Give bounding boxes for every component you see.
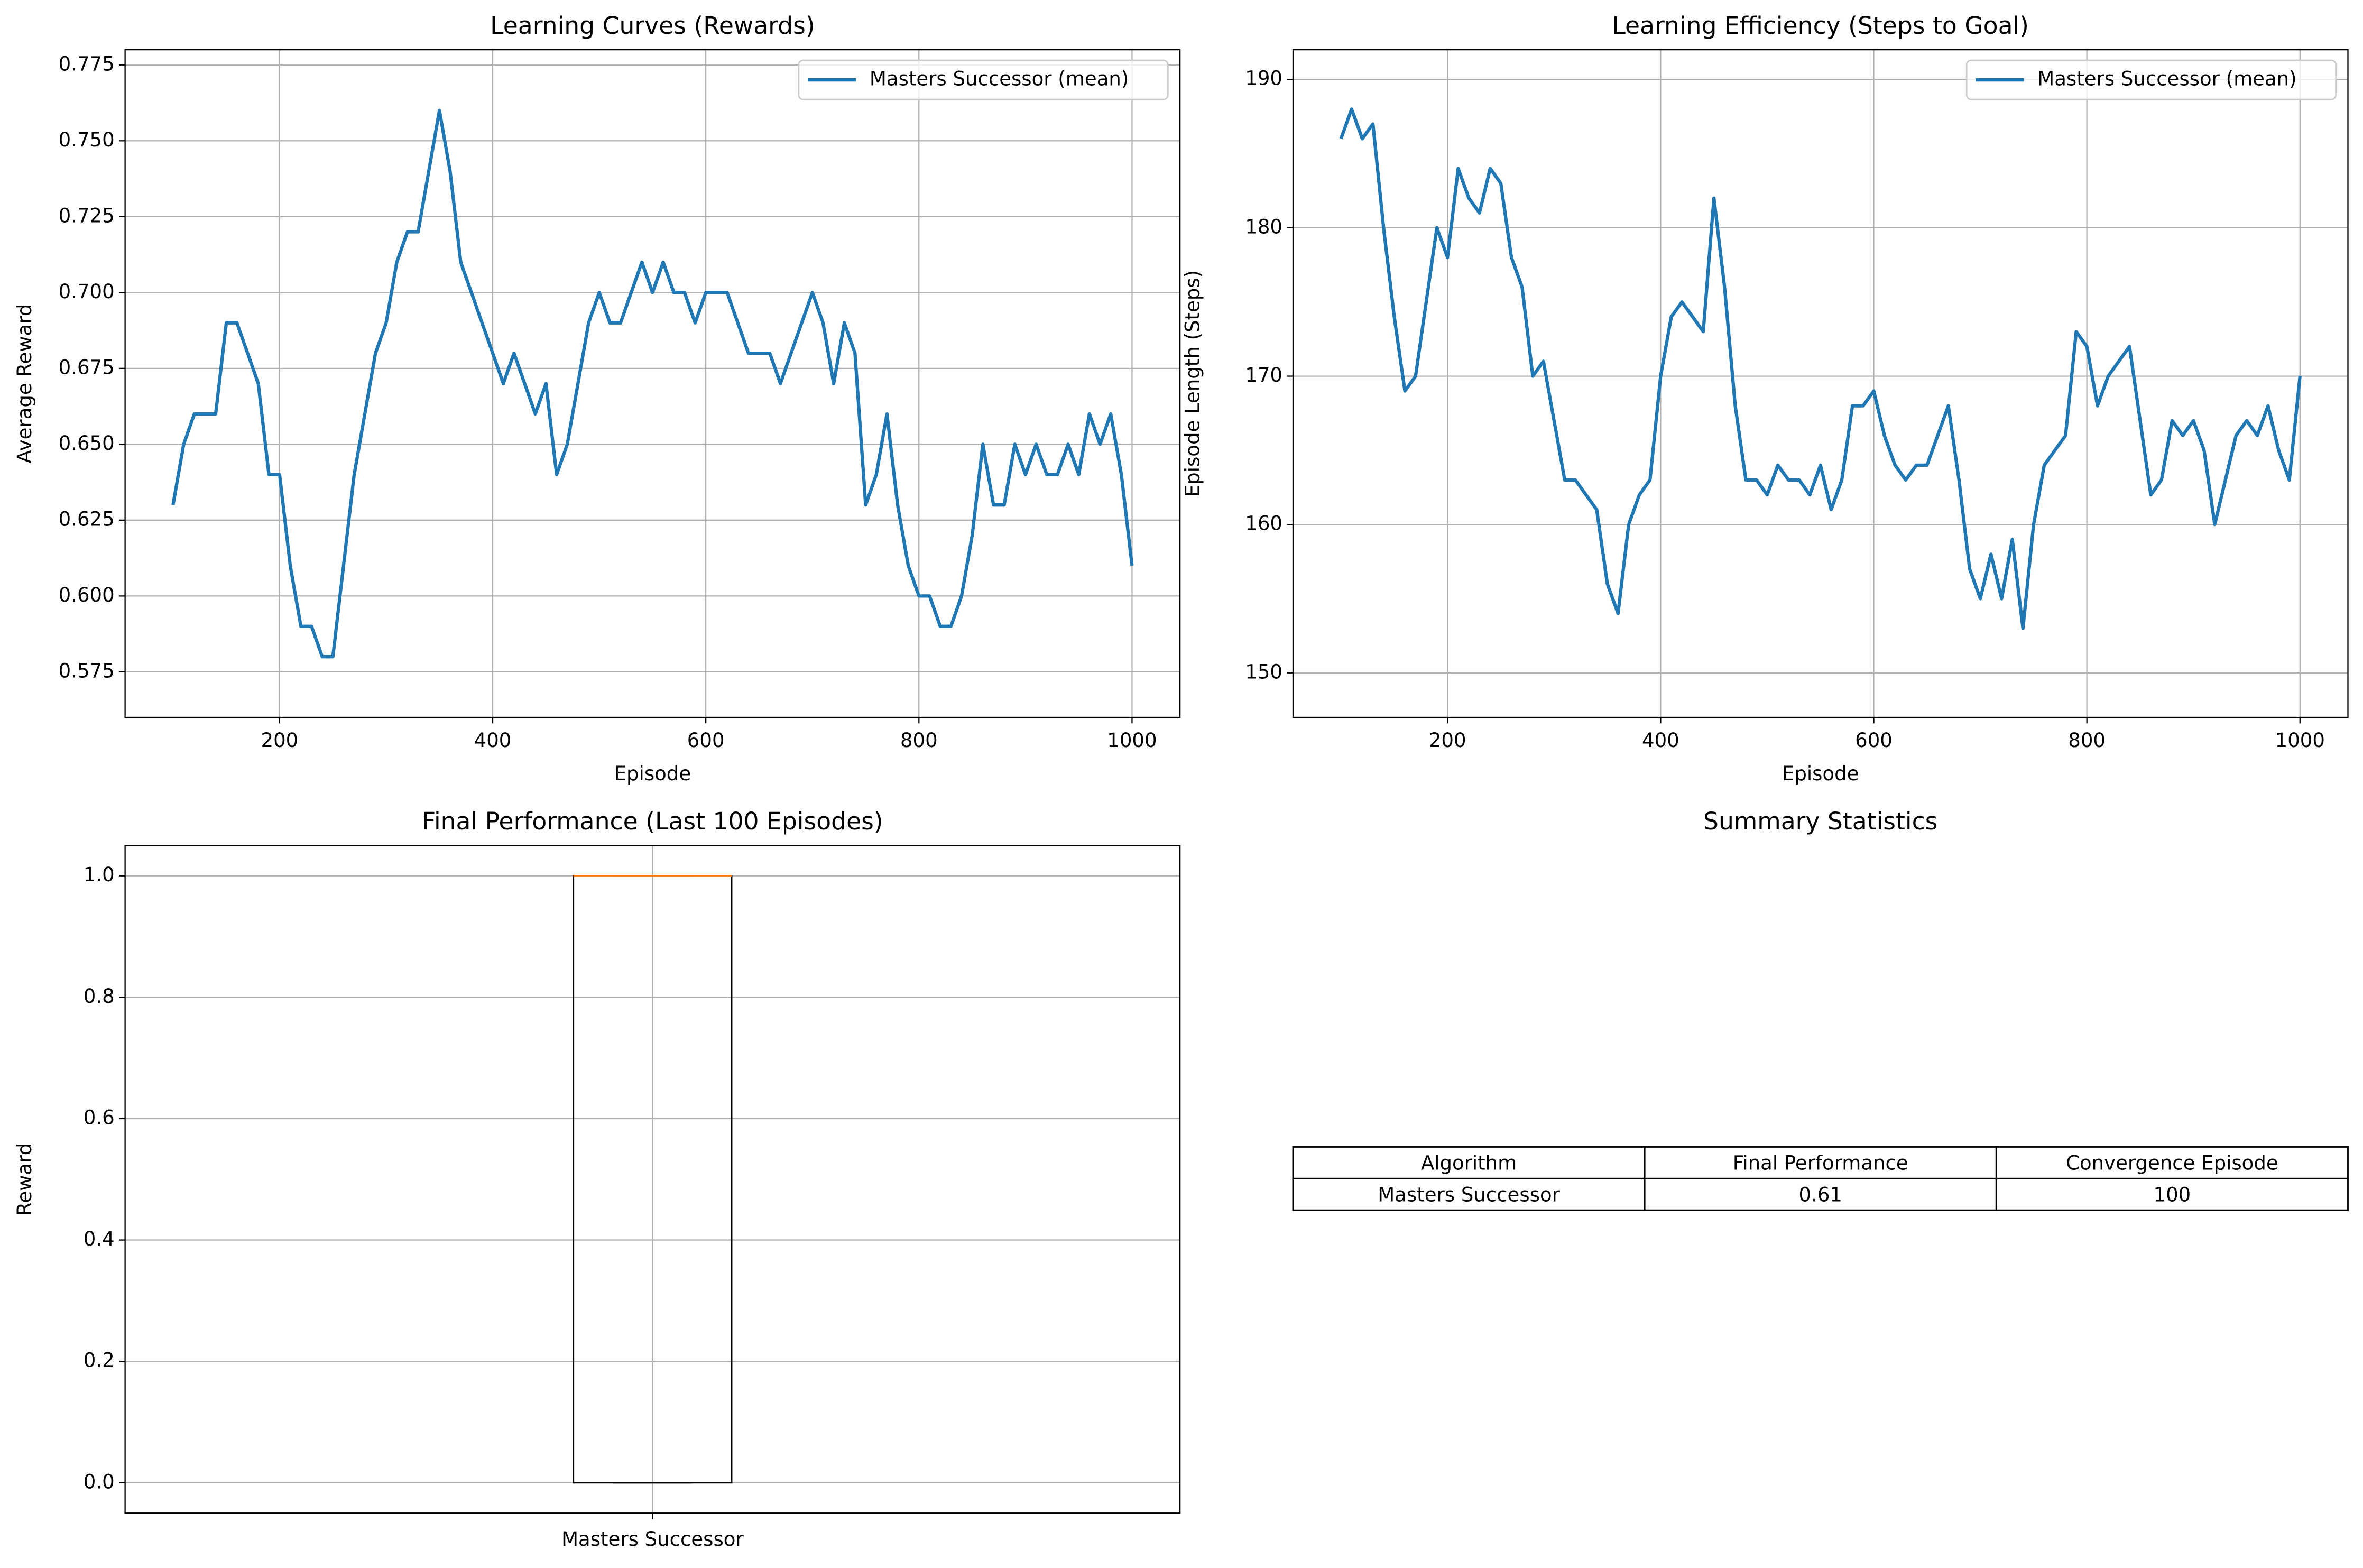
table-cell — [1995, 1177, 2349, 1211]
y-axis-label: Episode Length (Steps) — [1181, 270, 1204, 497]
table-cell — [1292, 1146, 1646, 1179]
axes-frame — [124, 845, 1181, 1514]
subplot-title: Summary Statistics — [1703, 807, 1937, 835]
subplot-title: Learning Curves (Rewards) — [490, 12, 815, 40]
table-value: 0.61 — [1798, 1184, 1842, 1206]
data-line — [171, 108, 1134, 659]
legend-box — [1965, 59, 2337, 100]
x-tick-label: 1000 — [1107, 729, 1157, 752]
table-cell — [1292, 1177, 1646, 1211]
y-tick-label: 0.0 — [84, 1470, 115, 1493]
table-header: Convergence Episode — [2066, 1152, 2278, 1175]
axes-frame — [1292, 49, 2349, 718]
y-axis-label: Reward — [13, 1143, 36, 1216]
y-tick-label: 0.575 — [59, 659, 115, 682]
y-tick-label: 0.625 — [59, 508, 115, 530]
y-tick-label: 160 — [1245, 512, 1282, 535]
subplot-title: Learning Efficiency (Steps to Goal) — [1612, 12, 2029, 40]
table-cell — [1995, 1146, 2349, 1179]
y-tick-label: 0.700 — [59, 280, 115, 303]
x-tick-label: Masters Successor — [561, 1528, 744, 1551]
x-tick-label: 200 — [1429, 729, 1466, 752]
table-cell — [1644, 1177, 1997, 1211]
table-value: 100 — [2154, 1184, 2191, 1206]
x-tick-label: 400 — [1642, 729, 1679, 752]
subplot-title: Final Performance (Last 100 Episodes) — [422, 807, 883, 835]
legend-label: Masters Successor (mean) — [2037, 68, 2296, 90]
axes-frame — [124, 49, 1181, 718]
y-tick-label: 0.750 — [59, 128, 115, 151]
x-axis-label: Episode — [1782, 762, 1859, 785]
legend-box — [798, 59, 1169, 100]
legend-label: Masters Successor (mean) — [870, 68, 1129, 90]
y-tick-label: 150 — [1245, 660, 1282, 683]
y-tick-label: 0.775 — [59, 52, 115, 75]
y-tick-label: 0.600 — [59, 584, 115, 606]
y-tick-label: 190 — [1245, 67, 1282, 90]
x-tick-label: 600 — [687, 729, 725, 752]
x-tick-label: 1000 — [2275, 729, 2325, 752]
y-tick-label: 0.6 — [84, 1106, 115, 1129]
y-tick-label: 0.4 — [84, 1228, 115, 1250]
x-tick-label: 800 — [2068, 729, 2106, 752]
y-tick-label: 1.0 — [84, 863, 115, 886]
y-tick-label: 0.675 — [59, 356, 115, 379]
x-tick-label: 400 — [474, 729, 512, 752]
y-tick-label: 0.650 — [59, 432, 115, 455]
y-tick-label: 0.2 — [84, 1349, 115, 1372]
y-tick-label: 0.725 — [59, 204, 115, 227]
y-tick-label: 0.8 — [84, 985, 115, 1008]
x-axis-label: Episode — [614, 762, 691, 785]
y-tick-label: 170 — [1245, 364, 1282, 386]
table-header: Final Performance — [1733, 1152, 1908, 1175]
table-header: Algorithm — [1421, 1152, 1517, 1175]
x-tick-label: 600 — [1855, 729, 1893, 752]
y-tick-label: 180 — [1245, 215, 1282, 238]
table-value: Masters Successor — [1378, 1184, 1560, 1206]
x-tick-label: 800 — [900, 729, 938, 752]
y-axis-label: Average Reward — [13, 304, 36, 464]
x-tick-label: 200 — [261, 729, 299, 752]
data-line — [1339, 107, 2302, 630]
